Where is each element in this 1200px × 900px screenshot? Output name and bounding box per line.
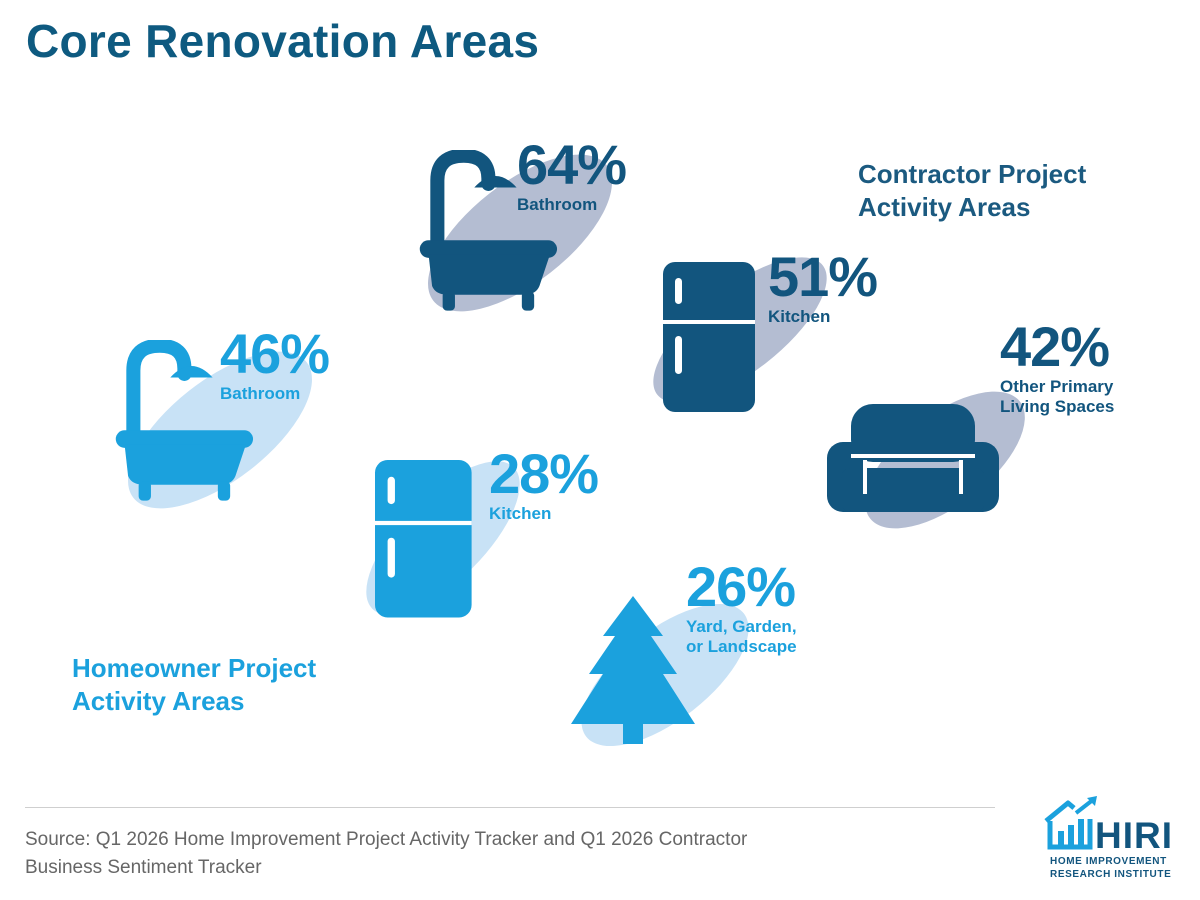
contractor-bathroom-icon bbox=[410, 150, 612, 320]
data-label: 26% bbox=[686, 555, 796, 618]
page-title: Core Renovation Areas bbox=[26, 15, 540, 67]
logo-subtitle: HOME IMPROVEMENT RESEARCH INSTITUTE bbox=[1050, 855, 1171, 881]
category-label: Kitchen bbox=[768, 307, 877, 327]
data-label: 64% bbox=[517, 133, 627, 196]
category-label-line: Living Spaces bbox=[1000, 397, 1115, 416]
contractor-kitchen-icon bbox=[653, 257, 827, 412]
contractor-living-icon bbox=[827, 391, 1025, 529]
homeowner-bathroom-icon bbox=[110, 340, 312, 509]
category-label-line: Other Primary bbox=[1000, 377, 1114, 396]
homeowner-kitchen-stat: 28% Kitchen bbox=[489, 442, 599, 524]
category-label: Bathroom bbox=[220, 384, 329, 404]
house-chart-icon bbox=[1044, 796, 1097, 850]
source-line: Business Sentiment Tracker bbox=[25, 857, 262, 878]
footer-divider bbox=[25, 807, 995, 808]
logo-wordmark: HIRI bbox=[1095, 815, 1173, 856]
hiri-logo: HIRI HOME IMPROVEMENT RESEARCH INSTITUTE bbox=[1040, 795, 1180, 885]
data-label: 42% bbox=[1000, 315, 1110, 378]
source-line: Source: Q1 2026 Home Improvement Project… bbox=[25, 829, 748, 850]
category-label-line: Bathroom bbox=[220, 384, 301, 403]
homeowner-series-label: Homeowner Project Activity Areas bbox=[72, 652, 316, 718]
data-label: 51% bbox=[768, 245, 878, 308]
category-label-line: Yard, Garden, bbox=[686, 617, 797, 636]
category-label-line: Kitchen bbox=[489, 504, 552, 523]
homeowner-yard-stat: 26% Yard, Garden, or Landscape bbox=[686, 559, 797, 657]
homeowner-bathroom-stat: 46% Bathroom bbox=[220, 322, 330, 404]
contractor-label-line: Activity Areas bbox=[858, 192, 1031, 222]
category-label-line: Kitchen bbox=[768, 307, 831, 326]
category-label: Kitchen bbox=[489, 504, 598, 524]
homeowner-label-line: Homeowner Project bbox=[72, 653, 317, 683]
category-label-line: Bathroom bbox=[517, 195, 598, 214]
category-label: Other Primary Living Spaces bbox=[1000, 377, 1114, 417]
homeowner-kitchen-icon bbox=[366, 460, 520, 618]
data-label: 46% bbox=[220, 322, 330, 385]
logo-subtitle-line: RESEARCH INSTITUTE bbox=[1050, 869, 1172, 880]
category-label: Bathroom bbox=[517, 195, 626, 215]
category-label-line: or Landscape bbox=[686, 637, 797, 656]
category-label: Yard, Garden, or Landscape bbox=[686, 617, 797, 657]
data-label: 28% bbox=[489, 442, 599, 505]
source-note: Source: Q1 2026 Home Improvement Project… bbox=[25, 826, 925, 882]
contractor-label-line: Contractor Project bbox=[858, 159, 1087, 189]
contractor-living-stat: 42% Other Primary Living Spaces bbox=[1000, 319, 1114, 417]
contractor-series-label: Contractor Project Activity Areas bbox=[858, 158, 1086, 224]
homeowner-label-line: Activity Areas bbox=[72, 686, 245, 716]
logo-subtitle-line: HOME IMPROVEMENT bbox=[1050, 856, 1167, 867]
contractor-kitchen-stat: 51% Kitchen bbox=[768, 245, 878, 327]
contractor-bathroom-stat: 64% Bathroom bbox=[517, 133, 627, 215]
homeowner-yard-icon bbox=[571, 596, 749, 747]
